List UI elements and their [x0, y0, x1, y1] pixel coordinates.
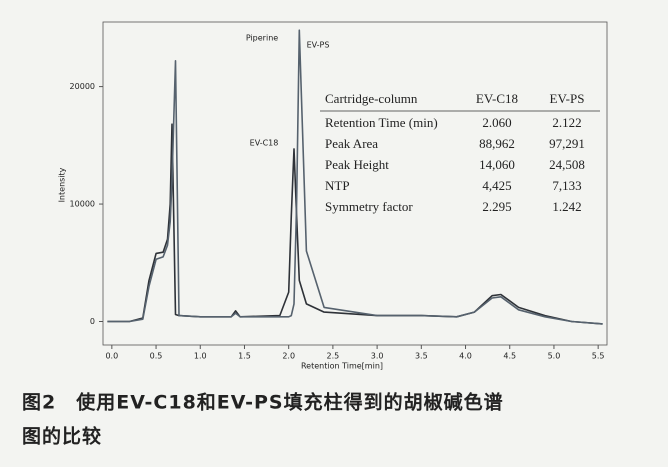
- x-tick-label: 3.0: [371, 352, 384, 361]
- table-cell: 88,962: [479, 136, 515, 151]
- x-axis-label: Retention Time[min]: [301, 362, 383, 371]
- x-tick-label: 1.0: [194, 352, 207, 361]
- line-series: [107, 123, 603, 325]
- x-tick-label: 1.5: [238, 352, 251, 361]
- y-tick-label: 20000: [70, 82, 95, 91]
- table-header: Cartridge-column: [325, 91, 418, 106]
- plot-frame: [102, 21, 608, 346]
- x-tick-label: 0.0: [105, 352, 118, 361]
- annotation: EV-C18: [250, 139, 279, 148]
- table-cell: Retention Time (min): [325, 115, 438, 130]
- table-cell: Peak Height: [325, 157, 389, 172]
- line-series: [107, 29, 603, 325]
- table-cell: 7,133: [552, 178, 581, 193]
- table-cell: Symmetry factor: [325, 199, 413, 214]
- x-tick-label: 2.0: [282, 352, 295, 361]
- x-tick-label: 3.5: [415, 352, 428, 361]
- table-cell: 97,291: [549, 136, 585, 151]
- x-tick-label: 5.0: [548, 352, 561, 361]
- caption: 图2 使用EV-C18和EV-PS填充柱得到的胡椒碱色谱: [22, 391, 504, 414]
- table-cell: 2.060: [482, 115, 511, 130]
- x-tick-label: 2.5: [327, 352, 340, 361]
- x-tick-label: 0.5: [150, 352, 163, 361]
- table-cell: 1.242: [552, 199, 581, 214]
- table-cell: Peak Area: [325, 136, 378, 151]
- table-cell: 24,508: [549, 157, 585, 172]
- table-cell: 2.122: [552, 115, 581, 130]
- table-cell: 2.295: [482, 199, 511, 214]
- table-header: EV-PS: [550, 91, 585, 106]
- x-tick-label: 4.5: [503, 352, 516, 361]
- table-cell: NTP: [325, 178, 350, 193]
- annotation: Piperine: [246, 34, 278, 43]
- y-axis-label: Intensity: [58, 167, 67, 202]
- annotation: EV-PS: [307, 41, 330, 50]
- x-tick-label: 5.5: [592, 352, 605, 361]
- x-tick-label: 4.0: [459, 352, 472, 361]
- caption: 图的比较: [22, 425, 102, 448]
- y-tick-label: 10000: [70, 200, 95, 209]
- y-tick-label: 0: [90, 317, 95, 326]
- table-cell: 4,425: [482, 178, 511, 193]
- table-header: EV-C18: [476, 91, 518, 106]
- table-cell: 14,060: [479, 157, 515, 172]
